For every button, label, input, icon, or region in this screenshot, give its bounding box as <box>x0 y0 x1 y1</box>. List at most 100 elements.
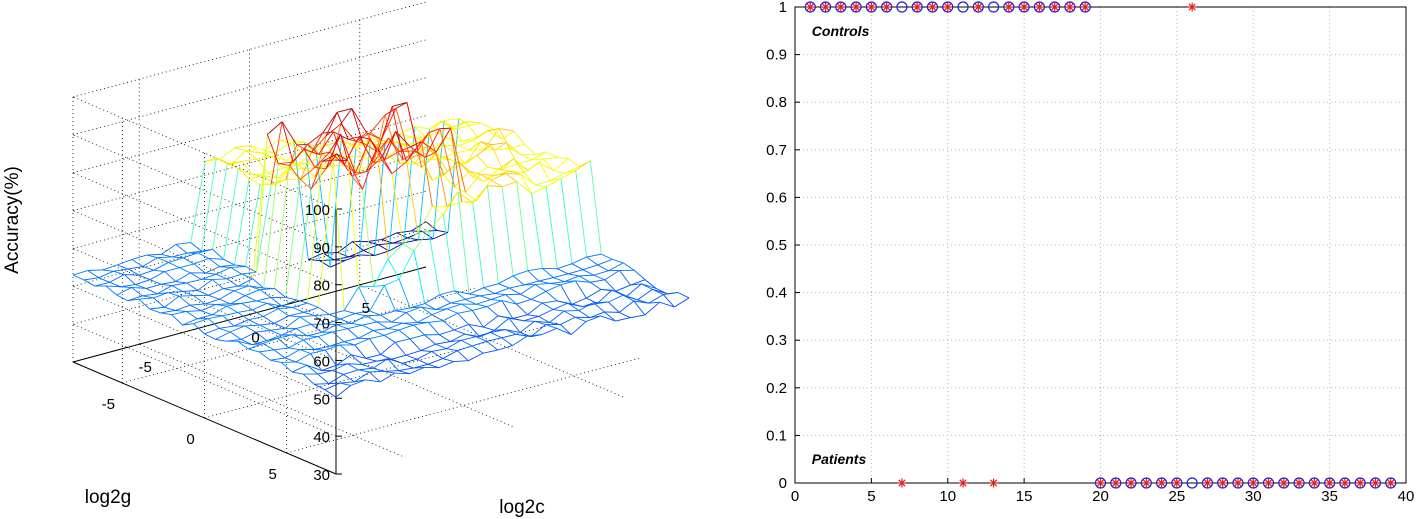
surface-mesh-line <box>626 283 642 297</box>
surface-mesh-line <box>179 267 191 274</box>
surface-mesh-line <box>281 299 297 307</box>
predicted-class-marker <box>1172 478 1182 488</box>
surface-mesh-line <box>391 312 407 323</box>
surface-mesh-line <box>552 302 569 310</box>
surface-mesh-line <box>153 269 165 272</box>
surface-mesh-line <box>498 169 510 172</box>
surface-mesh-line <box>454 290 470 295</box>
surface-mesh-line <box>205 157 217 162</box>
surface-mesh-line <box>358 136 371 140</box>
surface-mesh-line <box>530 324 546 338</box>
actual-class-marker <box>1217 477 1229 489</box>
surface-mesh-line <box>564 166 580 174</box>
surface-mesh-line <box>619 270 631 286</box>
surface-mesh-line <box>454 121 467 130</box>
surface-mesh-line <box>387 243 404 260</box>
surface-mesh-line <box>204 333 216 340</box>
surface-mesh-line <box>450 302 462 305</box>
surface-mesh-line <box>439 152 455 160</box>
surface-mesh-line <box>244 289 261 296</box>
surface-mesh-line <box>479 293 495 297</box>
surface-mesh-line <box>505 329 517 335</box>
surface-mesh-line <box>411 221 427 232</box>
surface-mesh-line <box>586 253 602 258</box>
surface-mesh-line <box>663 292 679 296</box>
surface-mesh-line <box>483 283 499 289</box>
surface-mesh-line <box>374 250 390 256</box>
surface-mesh-line <box>618 300 635 313</box>
surface-mesh-line <box>549 281 565 284</box>
surface-mesh-line <box>149 271 165 281</box>
surface-mesh-line <box>332 131 345 165</box>
predicted-class-marker <box>1034 2 1044 12</box>
surface-mesh-line <box>431 348 447 352</box>
surface-mesh-line <box>520 173 536 186</box>
surface-mesh-line <box>337 241 353 253</box>
surface-g-axis-line <box>72 361 337 475</box>
surface-mesh-line <box>497 315 510 319</box>
surface-mesh-line <box>483 175 496 182</box>
surface-mesh-line <box>362 321 378 326</box>
surface-mesh-line <box>410 140 422 148</box>
surface-mesh-line <box>314 151 330 168</box>
surface-mesh-line <box>523 315 539 322</box>
surface-mesh-line <box>362 324 374 331</box>
surface-mesh-line <box>164 267 180 272</box>
surface-mesh-line <box>472 306 488 311</box>
surface-mesh-line <box>120 284 136 288</box>
surface-mesh-line <box>505 294 517 305</box>
surface-mesh-line <box>146 254 158 259</box>
surface-mesh-line <box>292 334 308 337</box>
surface-mesh-line <box>292 307 304 313</box>
surface-mesh-line <box>281 121 298 146</box>
surface-mesh-line <box>392 237 408 244</box>
surface-mesh-line <box>380 131 397 159</box>
surface-mesh-line <box>428 320 444 323</box>
surface-mesh-line <box>358 367 373 371</box>
surface-mesh-line <box>219 266 231 268</box>
scatter-tick-label-y: 0.4 <box>766 285 787 302</box>
surface-mesh-line <box>527 268 543 272</box>
surface-mesh-line <box>486 337 502 342</box>
surface-mesh-line <box>377 106 393 152</box>
surface-mesh-line <box>280 362 293 373</box>
surface-mesh-line <box>340 108 353 125</box>
surface-mesh-line <box>153 292 169 299</box>
surface-mesh-line <box>600 315 616 322</box>
surface-mesh-line <box>398 329 411 340</box>
surface-mesh-line <box>633 300 646 316</box>
surface-mesh-line <box>230 265 246 268</box>
actual-class-marker <box>1003 1 1015 13</box>
surface-mesh-line <box>366 132 382 140</box>
surface-mesh-line <box>454 170 470 188</box>
surface-mesh-line <box>303 148 316 168</box>
surface-mesh-line <box>545 324 557 329</box>
predicted-class-marker <box>1233 478 1243 488</box>
predicted-class-marker <box>1248 478 1258 488</box>
surface-mesh-line <box>336 322 352 325</box>
surface-mesh-line <box>604 270 620 281</box>
surface-mesh-line <box>336 363 348 366</box>
surface-mesh-line <box>549 172 565 182</box>
surface-mesh-line <box>226 278 239 287</box>
surface-mesh-line <box>168 291 183 293</box>
surface-mesh-line <box>241 302 253 311</box>
predicted-class-marker <box>866 2 876 12</box>
surface-mesh-line <box>542 158 555 171</box>
surface-mesh-line <box>314 349 326 351</box>
surface-mesh-line <box>410 146 426 158</box>
surface-mesh-line <box>446 348 458 352</box>
surface-mesh-line <box>317 160 334 308</box>
surface-mesh-line <box>330 260 346 268</box>
surface-mesh-line <box>190 161 206 243</box>
surface-mesh-line <box>498 158 514 170</box>
surface-mesh-line <box>157 257 169 263</box>
surface-mesh-line <box>490 299 502 302</box>
surface-mesh-line <box>274 165 290 289</box>
surface-mesh-line <box>127 298 139 302</box>
surface-mesh-line <box>105 285 121 288</box>
surface-mesh-line <box>178 295 191 306</box>
surface-mesh-line <box>266 134 279 164</box>
surface-gridline-z <box>72 323 337 437</box>
surface-mesh-line <box>138 298 151 310</box>
